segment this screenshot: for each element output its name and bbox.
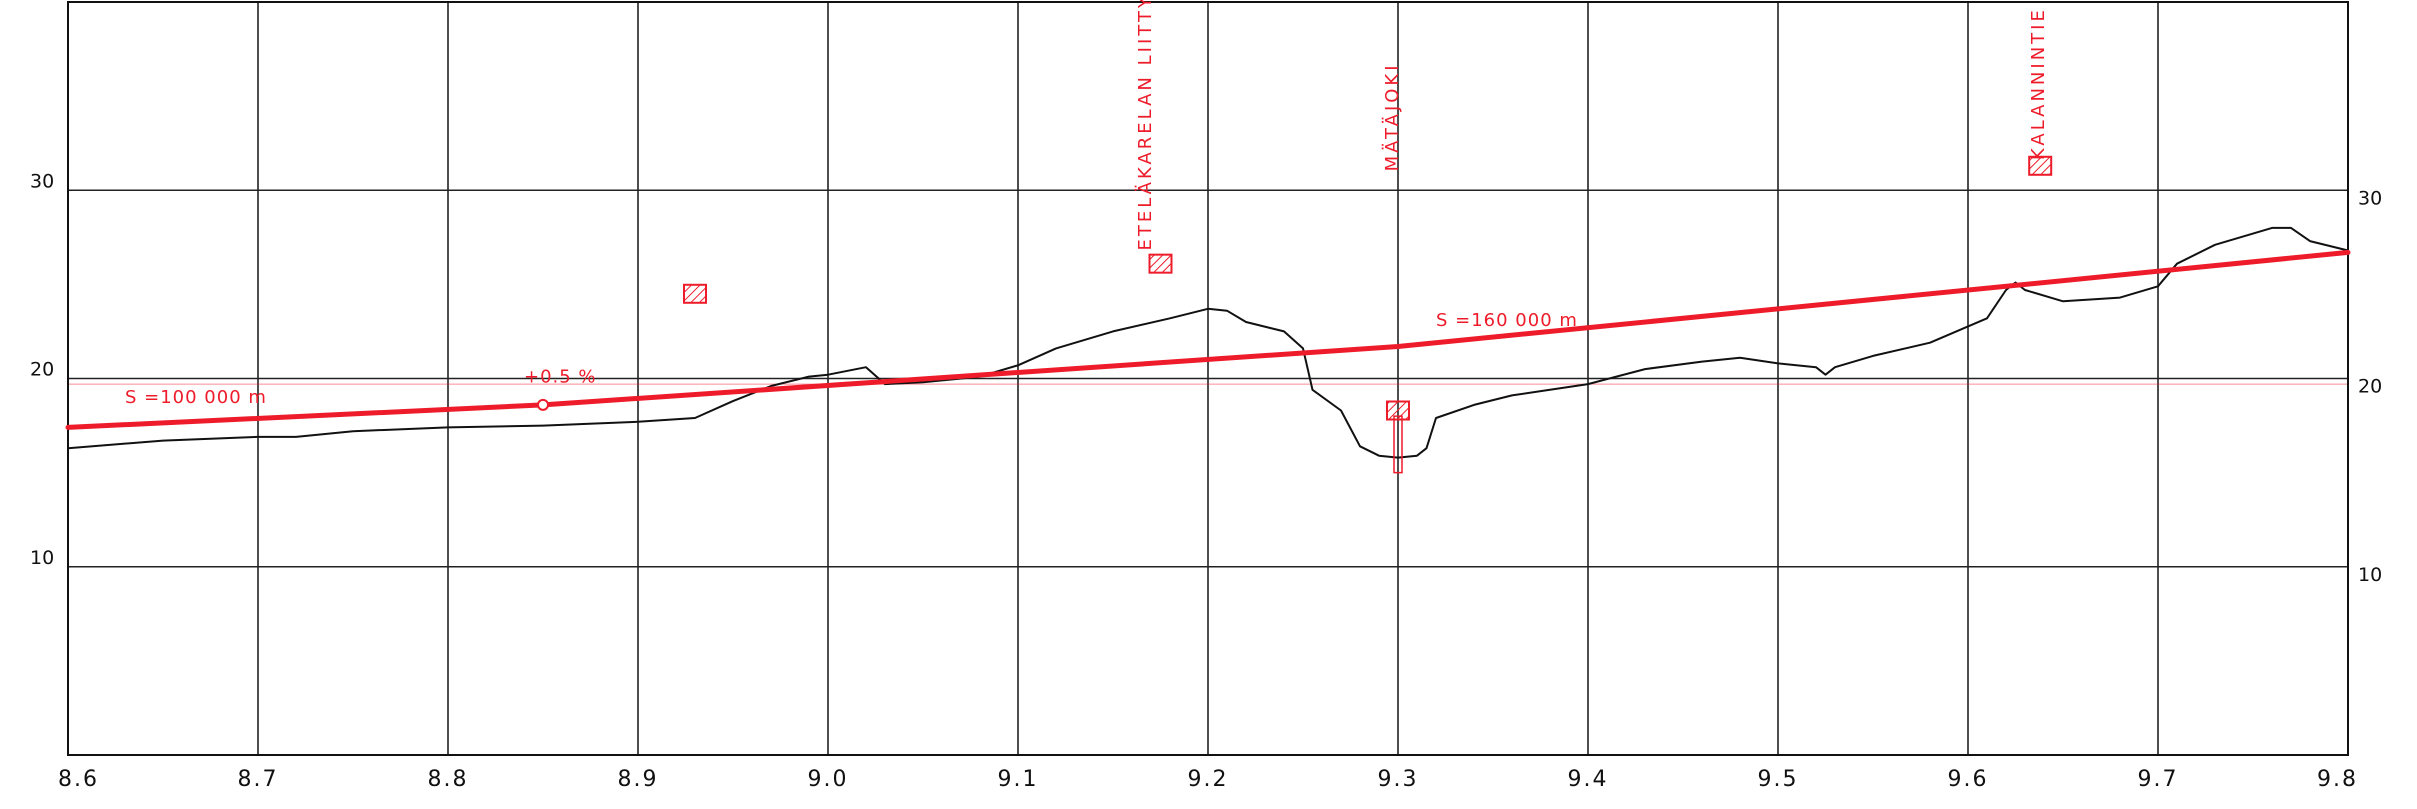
x-tick-label: 8.9 [618, 767, 659, 792]
markers [537, 155, 2053, 474]
y-tick-label-right: 20 [2358, 376, 2382, 398]
y-tick-label-left: 30 [30, 170, 54, 192]
vertical-annotation: KALANNINTIE [2028, 7, 2049, 160]
x-tick-label: 8.6 [58, 767, 99, 792]
y-tick-label-right: 10 [2358, 564, 2382, 586]
annotation-label: S =100 000 m [125, 387, 267, 408]
plot-frame [67, 1, 2349, 756]
vertical-annotation: MÄTÄJOKI [1382, 62, 1403, 171]
x-tick-label: 9.0 [808, 767, 849, 792]
y-tick-label-left: 10 [30, 547, 54, 569]
annotation-label: S =160 000 m [1436, 310, 1578, 331]
x-tick-label: 9.8 [2317, 767, 2358, 792]
x-tick-label: 9.4 [1568, 767, 1609, 792]
y-tick-label-left: 20 [30, 359, 54, 381]
grade-line-series [65, 249, 2351, 430]
hatched-marker [1386, 400, 1410, 421]
y-tick-label-right: 30 [2358, 187, 2382, 209]
x-tick-label: 9.5 [1758, 767, 1799, 792]
x-tick-labels: 8.6 8.7 8.8 8.9 9.0 9.1 9.2 9.3 9.4 9.5 9.6 9.7 9.8 [58, 767, 2358, 792]
grade-vertex-marker [537, 398, 549, 411]
x-tick-label: 9.3 [1378, 767, 1419, 792]
annotation-label: +0.5 % [524, 366, 597, 387]
x-tick-label: 9.7 [2138, 767, 2179, 792]
hatched-marker [1148, 253, 1173, 274]
grid [67, 2, 2349, 755]
x-tick-label: 9.1 [998, 767, 1039, 792]
x-tick-label: 8.8 [428, 767, 469, 792]
y-tick-labels: 10 20 30 10 20 30 [30, 170, 2382, 586]
hatched-marker [2028, 155, 2053, 176]
vertical-annotation: ETELÄKARELAN LIITTYMÄ [1135, 0, 1156, 251]
x-tick-label: 8.7 [238, 767, 279, 792]
hatched-marker [683, 283, 707, 304]
annotations: S =100 000 m +0.5 % S =160 000 m ETELÄKAREL… [125, 0, 2049, 408]
x-tick-label: 9.2 [1188, 767, 1229, 792]
culvert-marker [1393, 415, 1403, 474]
x-tick-label: 9.6 [1948, 767, 1989, 792]
series-group [65, 226, 2351, 459]
